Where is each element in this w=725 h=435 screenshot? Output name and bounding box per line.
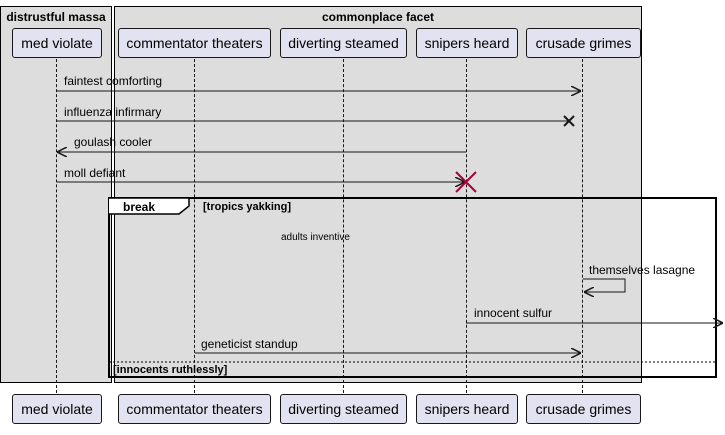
break-guard: [tropics yakking] [203,201,292,213]
arrow-themselves-lasagne [583,278,626,292]
label-goulash-cooler: goulash cooler [74,135,153,149]
participant-med-violate-top[interactable]: med violate [12,28,102,58]
break-tab [109,197,190,215]
label-geneticist-standup: geneticist standup [201,337,298,351]
lifeline-crusade-grimes [582,59,583,393]
label-influenza-infirmary: influenza infirmary [64,105,162,119]
label-innocent-sulfur: innocent sulfur [474,306,553,320]
break-keyword: break [123,200,156,214]
participant-crusade-grimes-top[interactable]: crusade grimes [526,28,641,58]
participant-med-violate-bottom[interactable]: med violate [12,394,102,424]
box-title-right: commonplace facet [321,10,435,24]
box-title-left: distrustful massa [6,10,106,24]
participant-snipers-heard-top[interactable]: snipers heard [416,28,518,58]
destroy-icon [455,171,477,193]
participant-crusade-grimes-bottom[interactable]: crusade grimes [526,394,641,424]
label-themselves-lasagne: themselves lasagne [589,263,696,277]
lifeline-commentator-theaters [194,59,195,393]
participant-snipers-heard-bottom[interactable]: snipers heard [416,394,518,424]
participant-commentator-theaters-bottom[interactable]: commentator theaters [118,394,271,424]
label-moll-defiant: moll defiant [64,166,126,180]
box-commonplace-facet: commonplace facet [114,6,642,383]
inner-text: adults inventive [281,232,350,243]
else-guard: [innocents ruthlessly] [113,364,228,376]
participant-diverting-steamed-top[interactable]: diverting steamed [280,28,407,58]
lifeline-snipers-heard [466,59,467,393]
lifeline-med-violate [56,59,57,393]
break-fragment [108,197,717,378]
participant-diverting-steamed-bottom[interactable]: diverting steamed [280,394,407,424]
participant-commentator-theaters-top[interactable]: commentator theaters [118,28,271,58]
lifeline-diverting-steamed [343,59,344,393]
lost-x-icon [563,115,575,127]
label-faintest-comforting: faintest comforting [64,74,163,88]
